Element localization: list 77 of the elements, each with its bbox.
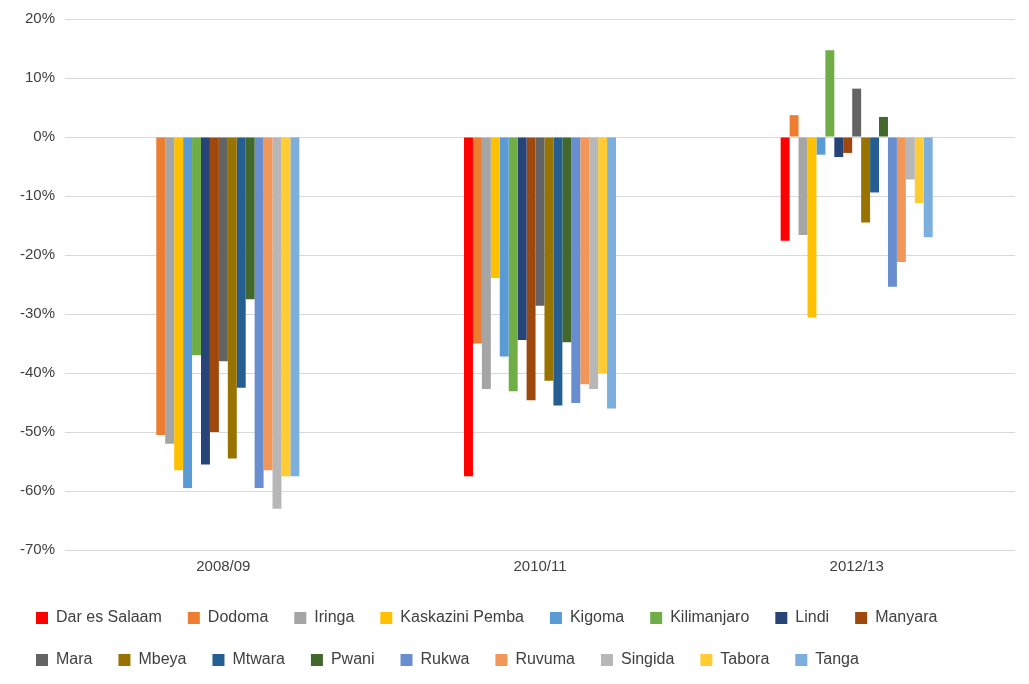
bar bbox=[896, 137, 906, 263]
y-tick-label: -30% bbox=[19, 304, 56, 322]
bar bbox=[227, 137, 237, 459]
bar bbox=[789, 115, 799, 137]
legend-label: Dodoma bbox=[207, 608, 269, 626]
y-tick-label: 0% bbox=[33, 127, 56, 145]
bar bbox=[201, 137, 210, 465]
bar bbox=[481, 137, 491, 389]
bar bbox=[553, 137, 563, 406]
legend-label: Tabora bbox=[720, 650, 770, 668]
bar bbox=[544, 137, 554, 381]
bar bbox=[887, 137, 897, 287]
x-tick-label: 2008/09 bbox=[196, 557, 251, 575]
bar bbox=[290, 137, 300, 477]
bar bbox=[508, 137, 518, 392]
bar bbox=[825, 50, 835, 137]
legend-label: Kilimanjaro bbox=[670, 608, 750, 626]
bar bbox=[852, 88, 862, 137]
bar bbox=[870, 137, 880, 193]
legend-label: Iringa bbox=[314, 608, 355, 626]
legend-label: Ruvuma bbox=[515, 650, 576, 668]
bar bbox=[245, 137, 255, 300]
bar bbox=[589, 137, 599, 389]
bar bbox=[526, 137, 536, 401]
bar bbox=[816, 137, 826, 155]
legend-label: Kaskazini Pemba bbox=[400, 608, 525, 626]
legend-label: Mtwara bbox=[232, 650, 286, 668]
bar bbox=[780, 137, 790, 241]
bar bbox=[464, 137, 473, 477]
legend-label: Lindi bbox=[795, 608, 830, 626]
y-tick-label: 10% bbox=[24, 68, 56, 86]
bar bbox=[905, 137, 915, 180]
bar bbox=[174, 137, 184, 471]
legend-label: Mara bbox=[56, 650, 93, 668]
legend-label: Manyara bbox=[875, 608, 938, 626]
bar bbox=[156, 137, 166, 435]
legend-label: Dar es Salaam bbox=[56, 608, 162, 626]
bar bbox=[490, 137, 500, 279]
bar bbox=[192, 137, 201, 356]
y-tick-label: 20% bbox=[24, 9, 56, 27]
legend-label: Singida bbox=[620, 650, 675, 668]
bar bbox=[879, 116, 888, 137]
bar bbox=[281, 137, 291, 477]
y-tick-label: -20% bbox=[19, 245, 56, 263]
y-tick-label: -50% bbox=[19, 422, 56, 440]
y-tick-label: -60% bbox=[19, 481, 56, 499]
x-tick-label: 2012/13 bbox=[829, 557, 884, 575]
bar bbox=[254, 137, 264, 489]
bar bbox=[236, 137, 246, 388]
bar bbox=[914, 137, 924, 204]
bar bbox=[807, 137, 817, 318]
legend-label: Rukwa bbox=[420, 650, 470, 668]
bar bbox=[861, 137, 871, 223]
bar bbox=[843, 137, 853, 153]
bar bbox=[218, 137, 228, 362]
bar bbox=[472, 137, 482, 344]
x-tick-label: 2010/11 bbox=[513, 557, 567, 575]
legend-label: Pwani bbox=[330, 650, 375, 668]
bar bbox=[580, 137, 590, 385]
bar bbox=[562, 137, 572, 343]
legend-label: Mbeya bbox=[138, 650, 187, 668]
bar bbox=[607, 137, 617, 409]
bar bbox=[263, 137, 273, 471]
bar bbox=[598, 137, 608, 373]
bar bbox=[165, 137, 175, 444]
y-tick-label: -40% bbox=[19, 363, 56, 381]
bar bbox=[517, 137, 527, 340]
bar bbox=[571, 137, 581, 404]
bar bbox=[923, 137, 933, 238]
bar bbox=[834, 137, 844, 158]
y-tick-label: -10% bbox=[19, 186, 56, 204]
bar bbox=[183, 137, 193, 489]
legend-label: Kigoma bbox=[569, 608, 625, 626]
bar bbox=[499, 137, 509, 357]
legend-label: Tanga bbox=[815, 650, 859, 668]
bar bbox=[209, 137, 219, 432]
y-tick-label: -70% bbox=[19, 540, 56, 558]
